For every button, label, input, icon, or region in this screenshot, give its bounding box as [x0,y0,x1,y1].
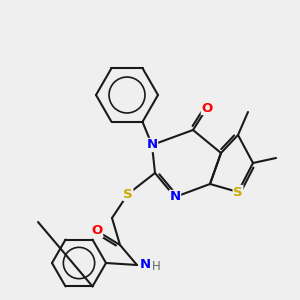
Text: O: O [92,224,103,238]
Text: N: N [146,139,158,152]
Text: N: N [140,259,151,272]
Text: S: S [123,188,133,200]
Text: O: O [201,101,213,115]
Text: N: N [169,190,181,203]
Text: S: S [233,185,243,199]
Text: H: H [152,260,161,274]
